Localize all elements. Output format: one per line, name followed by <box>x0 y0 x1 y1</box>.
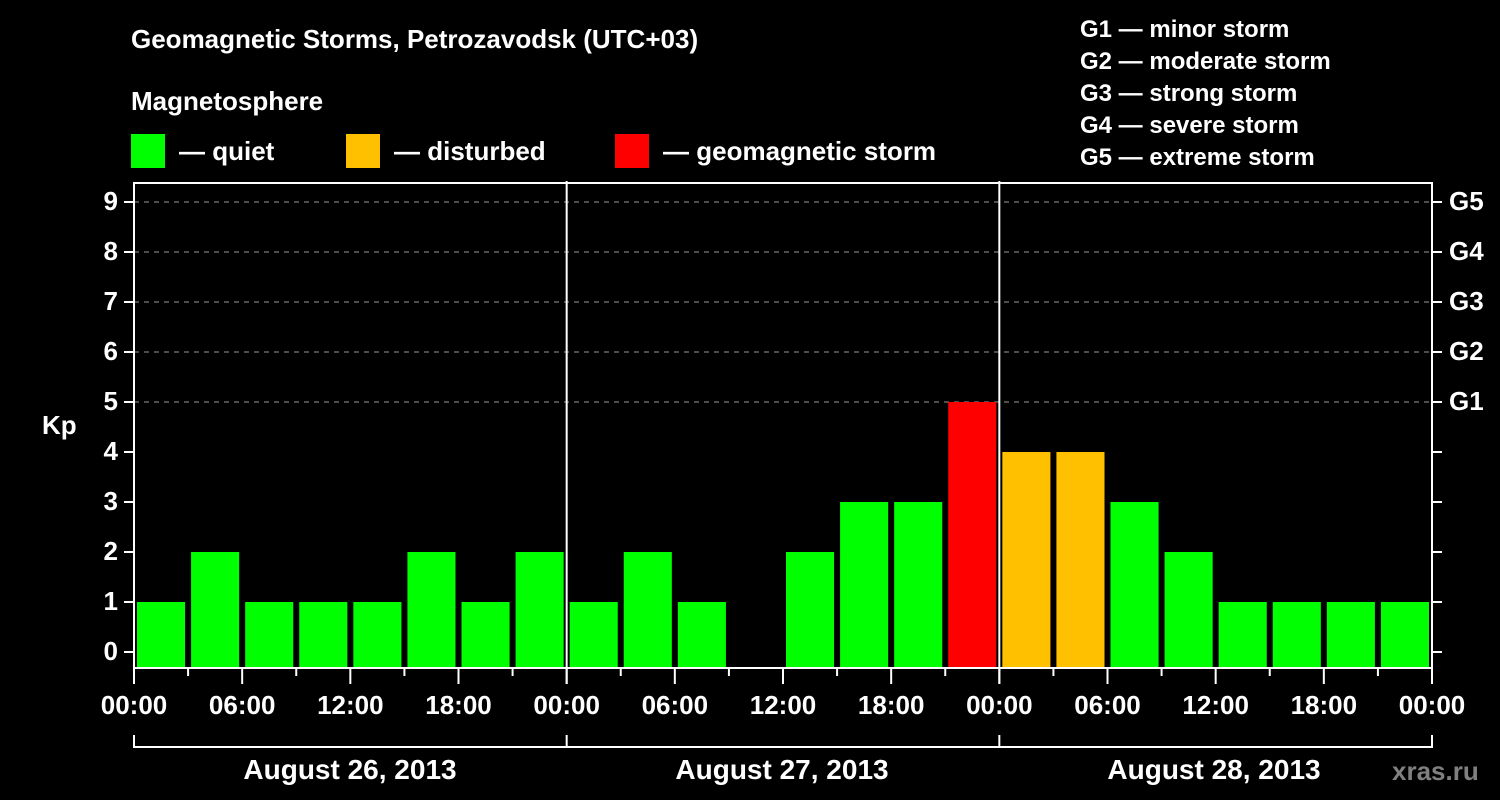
kp-bar <box>1056 452 1105 668</box>
storm-scale-g1: G1 — minor storm <box>1080 16 1290 43</box>
storm-swatch-icon <box>615 134 649 168</box>
y-tick-label: 7 <box>103 286 118 316</box>
quiet-swatch-icon <box>131 134 165 168</box>
legend-item-storm: — geomagnetic storm <box>615 134 936 168</box>
x-tick-label: 18:00 <box>425 690 492 720</box>
x-tick-label: 00:00 <box>100 690 168 720</box>
kp-bar <box>786 552 835 668</box>
kp-bar <box>1272 602 1321 668</box>
kp-bar <box>353 602 402 668</box>
kp-bar <box>407 552 456 668</box>
x-tick-label: 18:00 <box>857 690 925 720</box>
x-tick-label: 18:00 <box>1290 690 1358 720</box>
date-bracket <box>133 735 1433 748</box>
kp-bar <box>840 502 889 668</box>
date-label-day1: August 26, 2013 <box>243 754 457 785</box>
g-scale-label: G1 <box>1449 386 1484 416</box>
x-tick-label: 00:00 <box>533 690 600 720</box>
legend-item-disturbed: — disturbed <box>346 134 546 168</box>
g-scale-label: G5 <box>1449 186 1484 216</box>
kp-bar <box>245 602 294 668</box>
legend-label-storm: — geomagnetic storm <box>663 135 937 166</box>
storm-scale-legend: G1 — minor storm G2 — moderate storm G3 … <box>1080 14 1331 174</box>
legend-label-quiet: — quiet <box>179 135 275 166</box>
kp-bar <box>191 552 240 668</box>
y-tick-label: 0 <box>103 636 118 666</box>
kp-bar <box>948 402 997 668</box>
y-tick-label: 6 <box>103 336 118 366</box>
x-tick-label: 12:00 <box>749 690 817 720</box>
x-tick-label: 06:00 <box>641 690 709 720</box>
kp-bar <box>1110 502 1159 668</box>
g-scale-label: G3 <box>1449 286 1484 316</box>
x-tick-label: 06:00 <box>208 690 276 720</box>
kp-bar <box>461 602 510 668</box>
legend-item-quiet: — quiet <box>131 134 274 168</box>
y-tick-label: 2 <box>103 536 118 566</box>
kp-bar <box>894 502 943 668</box>
g-scale-label: G2 <box>1449 336 1484 366</box>
plot-frame <box>133 182 1433 669</box>
kp-bar <box>515 552 564 668</box>
y-tick-label: 8 <box>103 236 118 266</box>
y-tick-label: 5 <box>103 386 118 416</box>
date-label-day3: August 28, 2013 <box>1107 754 1321 785</box>
g-scale-label: G4 <box>1449 236 1484 266</box>
x-tick-label: 12:00 <box>317 690 384 720</box>
storm-scale-g3: G3 — strong storm <box>1080 80 1298 107</box>
x-tick-label: 00:00 <box>1398 690 1466 720</box>
storm-scale-g4: G4 — severe storm <box>1080 112 1299 139</box>
kp-bar <box>1002 452 1051 668</box>
y-tick-label: 1 <box>103 586 118 616</box>
kp-bar <box>623 552 672 668</box>
storm-scale-g5: G5 — extreme storm <box>1080 144 1315 171</box>
kp-bar <box>1326 602 1375 668</box>
y-axis-label: Kp <box>42 410 77 440</box>
y-tick-label: 3 <box>103 486 118 516</box>
legend-label-disturbed: — disturbed <box>394 135 546 166</box>
x-tick-label: 12:00 <box>1182 690 1249 720</box>
kp-bar <box>1380 602 1429 668</box>
disturbed-swatch-icon <box>346 134 380 168</box>
kp-bar <box>1164 552 1213 668</box>
kp-bar <box>1218 602 1267 668</box>
kp-bar <box>137 602 186 668</box>
watermark: xras.ru <box>1392 756 1479 786</box>
x-tick-label: 00:00 <box>966 690 1033 720</box>
kp-bar <box>569 602 618 668</box>
y-tick-label: 9 <box>103 186 118 216</box>
storm-scale-g2: G2 — moderate storm <box>1080 48 1331 75</box>
magnetosphere-heading: Magnetosphere <box>131 86 324 116</box>
date-label-day2: August 27, 2013 <box>675 754 889 785</box>
y-tick-label: 4 <box>103 436 118 466</box>
kp-bar <box>677 602 726 668</box>
chart-title: Geomagnetic Storms, Petrozavodsk (UTC+03… <box>131 24 699 54</box>
kp-bar <box>299 602 348 668</box>
x-tick-label: 06:00 <box>1074 690 1141 720</box>
